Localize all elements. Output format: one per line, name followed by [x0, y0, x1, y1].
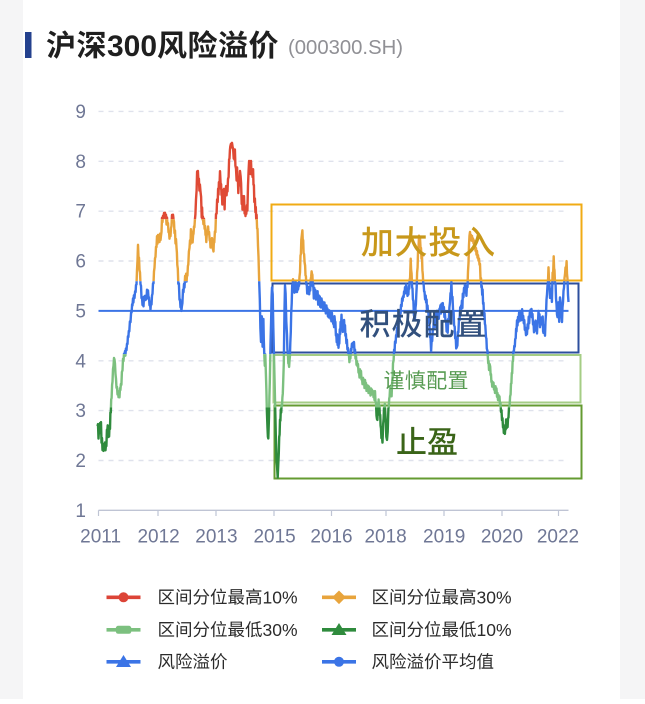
- svg-text:2022: 2022: [537, 527, 579, 548]
- svg-text:2012: 2012: [137, 527, 179, 548]
- svg-text:10%: 10%: [477, 620, 512, 640]
- svg-text:7: 7: [75, 202, 86, 223]
- svg-text:1: 1: [75, 501, 86, 522]
- svg-text:2018: 2018: [364, 527, 406, 548]
- svg-text:9: 9: [75, 102, 86, 123]
- svg-text:2013: 2013: [195, 527, 237, 548]
- svg-text:2015: 2015: [253, 527, 295, 548]
- svg-text:10%: 10%: [263, 587, 298, 607]
- svg-text:8: 8: [75, 152, 86, 173]
- svg-text:6: 6: [75, 252, 86, 273]
- svg-text:3: 3: [75, 401, 86, 422]
- svg-text:2011: 2011: [80, 527, 121, 548]
- svg-text:2: 2: [75, 451, 86, 472]
- svg-text:4: 4: [75, 351, 86, 372]
- svg-text:(000300.SH): (000300.SH): [288, 37, 403, 59]
- svg-text:2019: 2019: [423, 527, 465, 548]
- svg-text:5: 5: [75, 301, 86, 322]
- svg-text:300: 300: [107, 30, 157, 63]
- svg-text:2020: 2020: [481, 527, 523, 548]
- svg-text:30%: 30%: [263, 620, 298, 640]
- svg-text:30%: 30%: [477, 587, 512, 607]
- svg-text:2016: 2016: [310, 527, 352, 548]
